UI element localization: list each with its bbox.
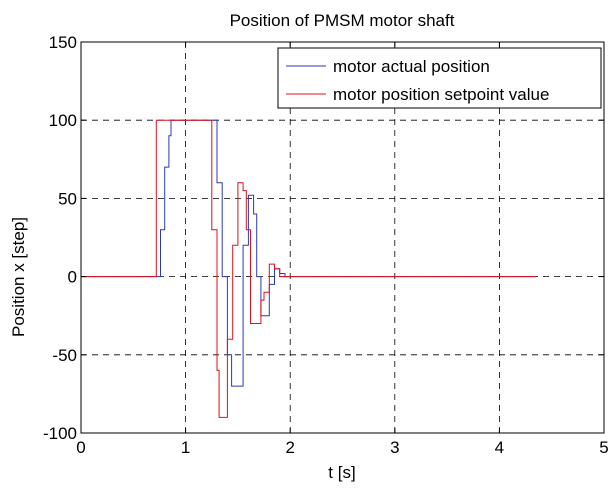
legend: motor actual position motor position set…: [277, 47, 602, 109]
y-tick-label: 150: [49, 33, 77, 52]
y-tick-label: 50: [58, 189, 77, 208]
x-axis-label: t [s]: [328, 463, 355, 482]
y-tick-label: 100: [49, 111, 77, 130]
legend-label-setpoint: motor position setpoint value: [333, 85, 549, 104]
chart-title: Position of PMSM motor shaft: [230, 11, 455, 30]
x-tick-label: 5: [599, 438, 608, 457]
ticks: 0 1 2 3 4 5 150 100 50 0 -50 -100: [43, 33, 609, 457]
x-tick-label: 3: [390, 438, 399, 457]
legend-box: [277, 47, 602, 109]
y-tick-label: 0: [68, 268, 77, 287]
y-tick-label: -50: [52, 346, 77, 365]
legend-label-actual: motor actual position: [333, 57, 490, 76]
series-setpoint-line: [81, 119, 536, 418]
y-tick-label: -100: [43, 424, 77, 443]
series-layer: [81, 119, 536, 418]
x-tick-label: 2: [285, 438, 294, 457]
plot-frame: [80, 41, 605, 434]
y-axis-label: Position x [step]: [9, 217, 28, 337]
x-tick-label: 0: [76, 438, 85, 457]
x-tick-label: 1: [181, 438, 190, 457]
x-tick-label: 4: [495, 438, 504, 457]
